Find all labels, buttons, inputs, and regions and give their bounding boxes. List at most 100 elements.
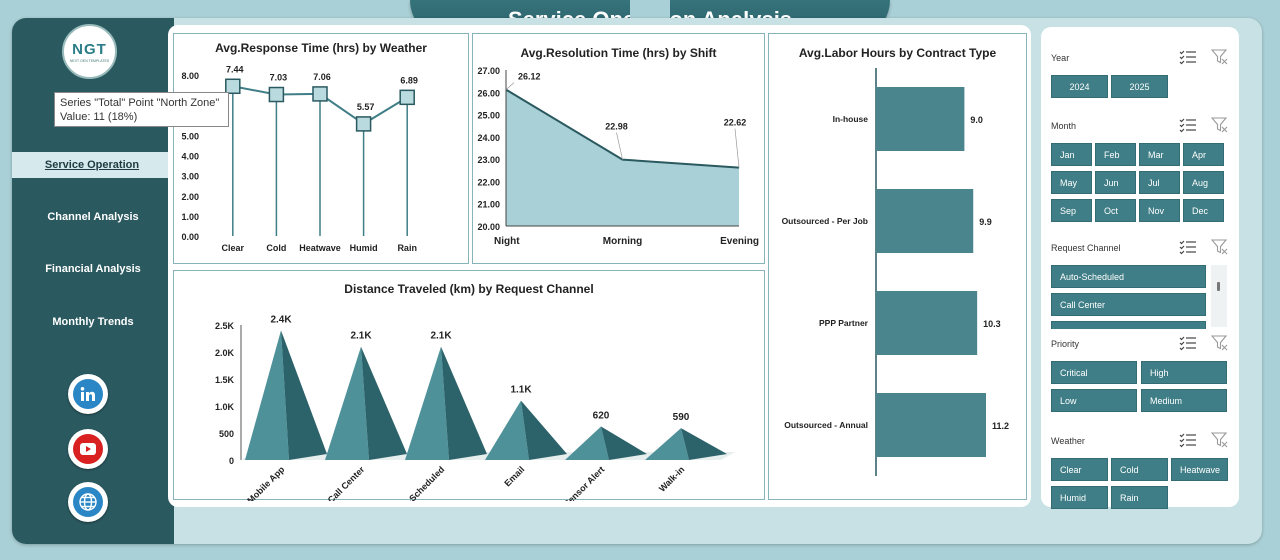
response-time-card: Avg.Response Time (hrs) by Weather 0.00 1… [173,33,469,264]
pyramid-bar-side [441,346,487,460]
logo: NGT NEXT GEN TEMPLATES [62,24,117,79]
clear-filter-icon[interactable] [1211,335,1229,351]
channel-scrollbar[interactable] [1211,265,1227,327]
priority-option[interactable]: Medium [1141,389,1227,412]
distance-card: Distance Traveled (km) by Request Channe… [173,270,766,501]
y-tick-label: 3.00 [181,172,199,182]
category-label: Outsourced - Per Job [782,216,868,226]
clear-filter-icon[interactable] [1211,117,1229,133]
month-option[interactable]: Jan [1051,143,1092,166]
linkedin-icon [73,379,103,409]
y-tick-label: 27.00 [477,66,500,76]
weather-option[interactable]: Clear [1051,458,1108,481]
y-tick-label: 20.00 [477,222,500,232]
pyramid-bar-side [521,400,567,460]
y-tick-label: 4.00 [181,152,199,162]
month-option[interactable]: Jun [1095,171,1136,194]
priority-option[interactable]: High [1141,361,1227,384]
option-label: Cold [1120,464,1139,475]
nav-label: Channel Analysis [47,211,139,223]
y-tick-label: 22.00 [477,177,500,187]
pyramid-bar-side [601,426,647,460]
distance-chart[interactable]: 0 500 1.0K 1.5K 2.0K 2.5K 2.4K Mobile App 2.1K Ca… [174,271,766,501]
multi-select-icon[interactable] [1179,49,1197,65]
nav-item-financial-analysis[interactable]: Financial Analysis [12,256,174,282]
multi-select-icon[interactable] [1179,239,1197,255]
y-tick-label: 21.00 [477,200,500,210]
month-option[interactable]: Aug [1183,171,1224,194]
bar [876,393,986,457]
month-option[interactable]: Dec [1183,199,1224,222]
weather-option[interactable]: Rain [1111,486,1168,509]
pyramid-bar [245,330,289,460]
data-label: 11.2 [992,421,1009,431]
pyramid-bar-side [361,346,407,460]
priority-option[interactable]: Low [1051,389,1137,412]
option-label: 2024 [1069,81,1090,92]
data-point [225,78,241,95]
clear-filter-icon[interactable] [1211,432,1229,448]
data-point [399,89,415,106]
weather-option[interactable]: Cold [1111,458,1168,481]
nav-item-channel-analysis[interactable]: Channel Analysis [12,204,174,230]
nav-item-monthly-trends[interactable]: Monthly Trends [12,309,174,335]
pyramid-bar [325,346,369,460]
labor-hours-chart[interactable]: 9.0 In-house 9.9 Outsourced - Per Job 10.3 PP… [769,34,1028,501]
x-tick-label: Cold [266,243,286,253]
channel-option[interactable]: Auto-Scheduled [1051,265,1206,288]
month-option[interactable]: Feb [1095,143,1136,166]
leader-line [505,82,515,90]
bar [876,291,978,355]
x-tick-label: Rain [397,243,417,253]
x-tick-label: Clear [222,243,245,253]
x-tick-label: Email [502,464,526,488]
channel-option[interactable]: Call Center [1051,293,1206,316]
month-option[interactable]: Apr [1183,143,1224,166]
clear-filter-icon[interactable] [1211,239,1229,255]
slicer-month: Month Jan Feb Mar Apr May Jun Jul Aug Sep Oct Nov D… [1051,117,1231,222]
option-label: Nov [1148,205,1165,216]
nav-label: Financial Analysis [45,263,141,275]
channel-option-partial[interactable] [1051,321,1206,329]
year-option[interactable]: 2024 [1051,75,1108,98]
y-tick-label: 5.00 [181,131,199,141]
nav-item-service-operation[interactable]: Service Operation [12,152,174,178]
resolution-time-chart[interactable]: 20.00 21.00 22.00 23.00 24.00 25.00 26.00 27.00… [473,34,766,265]
priority-option[interactable]: Critical [1051,361,1137,384]
chart-title: Avg.Resolution Time (hrs) by Shift [520,46,717,60]
option-label: Feb [1104,149,1120,160]
resolution-time-card: Avg.Resolution Time (hrs) by Shift 20.00… [472,33,765,264]
month-option[interactable]: Mar [1139,143,1180,166]
clear-filter-icon[interactable] [1211,49,1229,65]
weather-option[interactable]: Heatwave [1171,458,1228,481]
slicer-weather: Weather Clear Cold Heatwave Humid Rain [1051,432,1231,509]
response-time-chart[interactable]: 0.001.002.003.004.005.006.007.008.007.44… [174,34,470,265]
youtube-button[interactable] [68,429,108,469]
month-option[interactable]: Nov [1139,199,1180,222]
x-tick-label: Call Center [326,464,367,501]
x-tick-label: Humid [350,243,378,253]
data-label: 10.3 [983,319,1001,329]
month-option[interactable]: Oct [1095,199,1136,222]
pyramid-bar [645,428,689,460]
multi-select-icon[interactable] [1179,335,1197,351]
linkedin-button[interactable] [68,374,108,414]
data-label: 2.1K [430,331,452,342]
option-label: Apr [1192,149,1207,160]
multi-select-icon[interactable] [1179,117,1197,133]
month-option[interactable]: May [1051,171,1092,194]
y-tick-label: 1.5K [215,375,235,385]
month-option[interactable]: Sep [1051,199,1092,222]
chart-title: Avg.Response Time (hrs) by Weather [215,41,427,55]
website-button[interactable] [68,482,108,522]
scrollbar-thumb[interactable] [1217,282,1220,291]
x-tick-label: Walk-in [657,464,686,493]
data-label: 7.06 [313,72,331,82]
multi-select-icon[interactable] [1179,432,1197,448]
year-option[interactable]: 2025 [1111,75,1168,98]
youtube-icon [73,434,103,464]
data-label: 5.57 [357,102,375,112]
y-tick-label: 2.00 [181,192,199,202]
month-option[interactable]: Jul [1139,171,1180,194]
weather-option[interactable]: Humid [1051,486,1108,509]
